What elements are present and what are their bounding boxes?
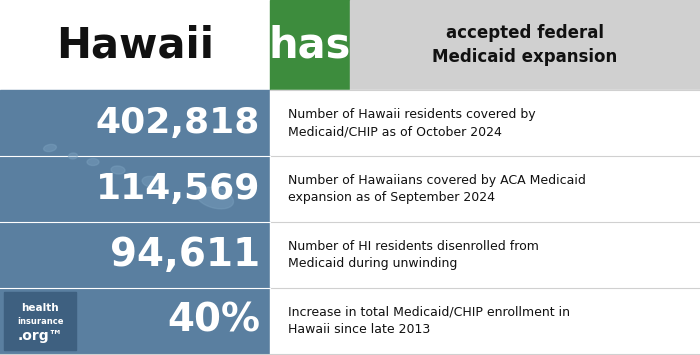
Bar xyxy=(0,156,270,222)
Bar xyxy=(0,288,270,354)
Text: 94,611: 94,611 xyxy=(110,236,260,274)
Bar xyxy=(270,288,700,354)
Text: .org™: .org™ xyxy=(18,329,63,343)
Bar xyxy=(0,0,270,90)
Ellipse shape xyxy=(43,144,57,152)
Text: Number of HI residents disenrolled from
Medicaid during unwinding: Number of HI residents disenrolled from … xyxy=(288,240,539,270)
Text: accepted federal
Medicaid expansion: accepted federal Medicaid expansion xyxy=(433,23,617,66)
Bar xyxy=(270,0,350,90)
Text: insurance: insurance xyxy=(17,317,63,326)
Bar xyxy=(0,90,270,156)
Ellipse shape xyxy=(87,158,99,165)
Ellipse shape xyxy=(111,166,125,174)
Bar xyxy=(270,156,700,222)
Text: Number of Hawaiians covered by ACA Medicaid
expansion as of September 2024: Number of Hawaiians covered by ACA Medic… xyxy=(288,174,586,204)
Text: 114,569: 114,569 xyxy=(96,172,260,206)
Text: health: health xyxy=(21,303,59,313)
Text: Number of Hawaii residents covered by
Medicaid/CHIP as of October 2024: Number of Hawaii residents covered by Me… xyxy=(288,108,536,138)
Bar xyxy=(0,222,270,288)
Ellipse shape xyxy=(69,153,78,159)
Text: Increase in total Medicaid/CHIP enrollment in
Hawaii since late 2013: Increase in total Medicaid/CHIP enrollme… xyxy=(288,306,570,336)
Bar xyxy=(270,90,700,156)
Text: has: has xyxy=(269,24,351,66)
Bar xyxy=(270,222,700,288)
Bar xyxy=(4,292,76,350)
Text: Hawaii: Hawaii xyxy=(56,24,214,66)
Text: 40%: 40% xyxy=(167,302,260,340)
Ellipse shape xyxy=(197,187,234,209)
Bar xyxy=(350,0,700,90)
Text: 402,818: 402,818 xyxy=(96,106,260,140)
Ellipse shape xyxy=(142,176,162,188)
